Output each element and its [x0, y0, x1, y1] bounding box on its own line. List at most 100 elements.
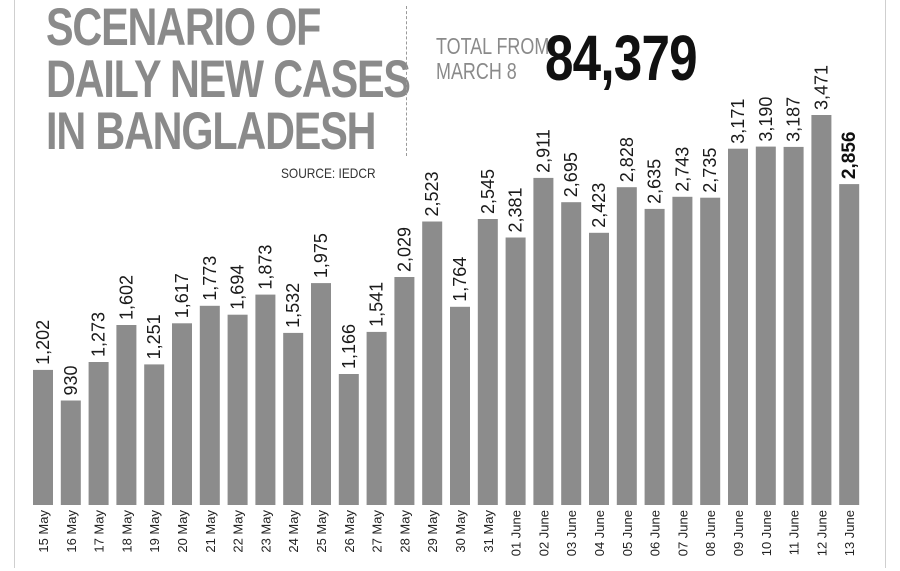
bar-9 — [283, 332, 304, 505]
title-line-1: SCENARIO OF — [46, 0, 321, 57]
x-tick-label-9: 24 May — [286, 510, 301, 553]
bar-19 — [561, 202, 582, 505]
source-note: SOURCE: IEDCR — [281, 165, 376, 181]
x-tick-label-3: 18 May — [119, 510, 134, 553]
bar-21 — [616, 187, 637, 505]
value-label-27: 3,187 — [784, 97, 804, 142]
bar-24 — [700, 197, 721, 505]
x-tick-label-13: 28 May — [397, 510, 412, 553]
value-label-11: 1,166 — [339, 324, 359, 369]
x-tick-label-18: 02 June — [536, 510, 551, 556]
bar-28 — [811, 115, 832, 505]
value-label-12: 1,541 — [367, 282, 387, 327]
value-label-10: 1,975 — [311, 233, 331, 278]
x-tick-label-20: 04 June — [592, 510, 607, 556]
x-tick-label-15: 30 May — [453, 510, 468, 553]
bar-7 — [227, 314, 248, 505]
x-tick-label-28: 12 June — [814, 510, 829, 556]
x-tick-label-25: 09 June — [731, 510, 746, 556]
bar-26 — [755, 146, 776, 505]
bar-17 — [505, 237, 526, 505]
value-label-0: 1,202 — [33, 320, 53, 365]
bar-12 — [366, 331, 387, 505]
bar-14 — [422, 221, 443, 505]
value-label-3: 1,602 — [116, 275, 136, 320]
bar-10 — [311, 283, 331, 505]
value-label-22: 2,635 — [645, 159, 665, 204]
bar-5 — [172, 323, 192, 505]
x-tick-label-21: 05 June — [620, 510, 635, 556]
value-label-5: 1,617 — [172, 273, 192, 318]
bar-20 — [589, 232, 609, 506]
bar-2 — [88, 362, 109, 505]
total-value: 84,379 — [545, 22, 698, 94]
bar-4 — [144, 364, 165, 505]
value-label-13: 2,029 — [394, 227, 414, 272]
bar-1 — [60, 400, 81, 505]
bar-11 — [338, 374, 359, 505]
x-tick-label-4: 19 May — [147, 510, 162, 553]
bar-3 — [116, 325, 137, 505]
total-label-line-2: MARCH 8 — [436, 58, 517, 84]
value-label-23: 2,743 — [672, 147, 692, 192]
x-tick-label-10: 25 May — [314, 510, 329, 553]
bar-16 — [477, 219, 498, 505]
x-tick-label-27: 11 June — [787, 510, 802, 555]
x-tick-label-8: 23 May — [258, 510, 273, 553]
x-tick-label-6: 21 May — [203, 510, 218, 553]
chart-title: SCENARIO OF DAILY NEW CASES IN BANGLADES… — [46, 0, 411, 161]
value-label-4: 1,251 — [144, 314, 164, 359]
x-tick-label-17: 01 June — [509, 510, 524, 556]
x-tick-label-14: 29 May — [425, 510, 440, 553]
bar-0 — [33, 369, 53, 505]
value-label-15: 1,764 — [450, 257, 470, 302]
x-tick-label-26: 10 June — [759, 510, 774, 556]
bar-25 — [728, 148, 748, 505]
bar-13 — [394, 277, 415, 505]
total-label: TOTAL FROM MARCH 8 — [436, 34, 549, 84]
total-label-line-1: TOTAL FROM — [436, 33, 550, 59]
x-tick-label-11: 26 May — [342, 510, 357, 553]
value-label-20: 2,423 — [589, 183, 609, 228]
bar-23 — [672, 196, 693, 506]
title-line-2: DAILY NEW CASES — [46, 50, 411, 109]
x-tick-label-22: 06 June — [648, 510, 663, 556]
x-tick-label-1: 16 May — [64, 510, 79, 553]
value-label-18: 2,911 — [533, 129, 553, 173]
x-tick-label-16: 31 May — [481, 510, 496, 553]
value-label-17: 2,381 — [506, 187, 526, 232]
value-label-21: 2,828 — [617, 137, 637, 182]
value-label-29: 2,856 — [839, 132, 860, 180]
bar-15 — [450, 306, 470, 505]
x-tick-label-5: 20 May — [175, 510, 190, 553]
infographic-frame — [14, 0, 886, 568]
x-tick-label-2: 17 May — [92, 510, 107, 553]
value-label-24: 2,735 — [700, 148, 720, 193]
value-label-19: 2,695 — [561, 152, 581, 197]
value-label-7: 1,694 — [228, 265, 248, 310]
value-label-1: 930 — [61, 365, 81, 395]
value-label-14: 2,523 — [422, 171, 442, 216]
value-label-25: 3,171 — [728, 99, 748, 144]
bar-6 — [199, 305, 220, 505]
value-label-28: 3,471 — [811, 65, 831, 110]
x-tick-label-19: 03 June — [564, 510, 579, 556]
x-tick-label-7: 22 May — [231, 510, 246, 553]
value-label-6: 1,773 — [200, 256, 220, 301]
x-tick-label-12: 27 May — [370, 510, 385, 553]
bar-18 — [533, 177, 554, 505]
value-label-9: 1,532 — [283, 283, 303, 328]
x-tick-label-24: 08 June — [703, 510, 718, 556]
value-label-26: 3,190 — [756, 97, 776, 142]
value-label-2: 1,273 — [89, 312, 109, 357]
bar-8 — [255, 294, 276, 505]
value-label-16: 2,545 — [478, 169, 498, 214]
x-tick-label-23: 07 June — [675, 510, 690, 556]
value-label-8: 1,873 — [255, 245, 275, 290]
header-divider — [406, 6, 407, 156]
bar-27 — [783, 146, 804, 505]
x-tick-label-29: 13 June — [842, 510, 857, 556]
bar-29 — [839, 184, 860, 505]
title-line-3: IN BANGLADESH — [46, 102, 376, 161]
